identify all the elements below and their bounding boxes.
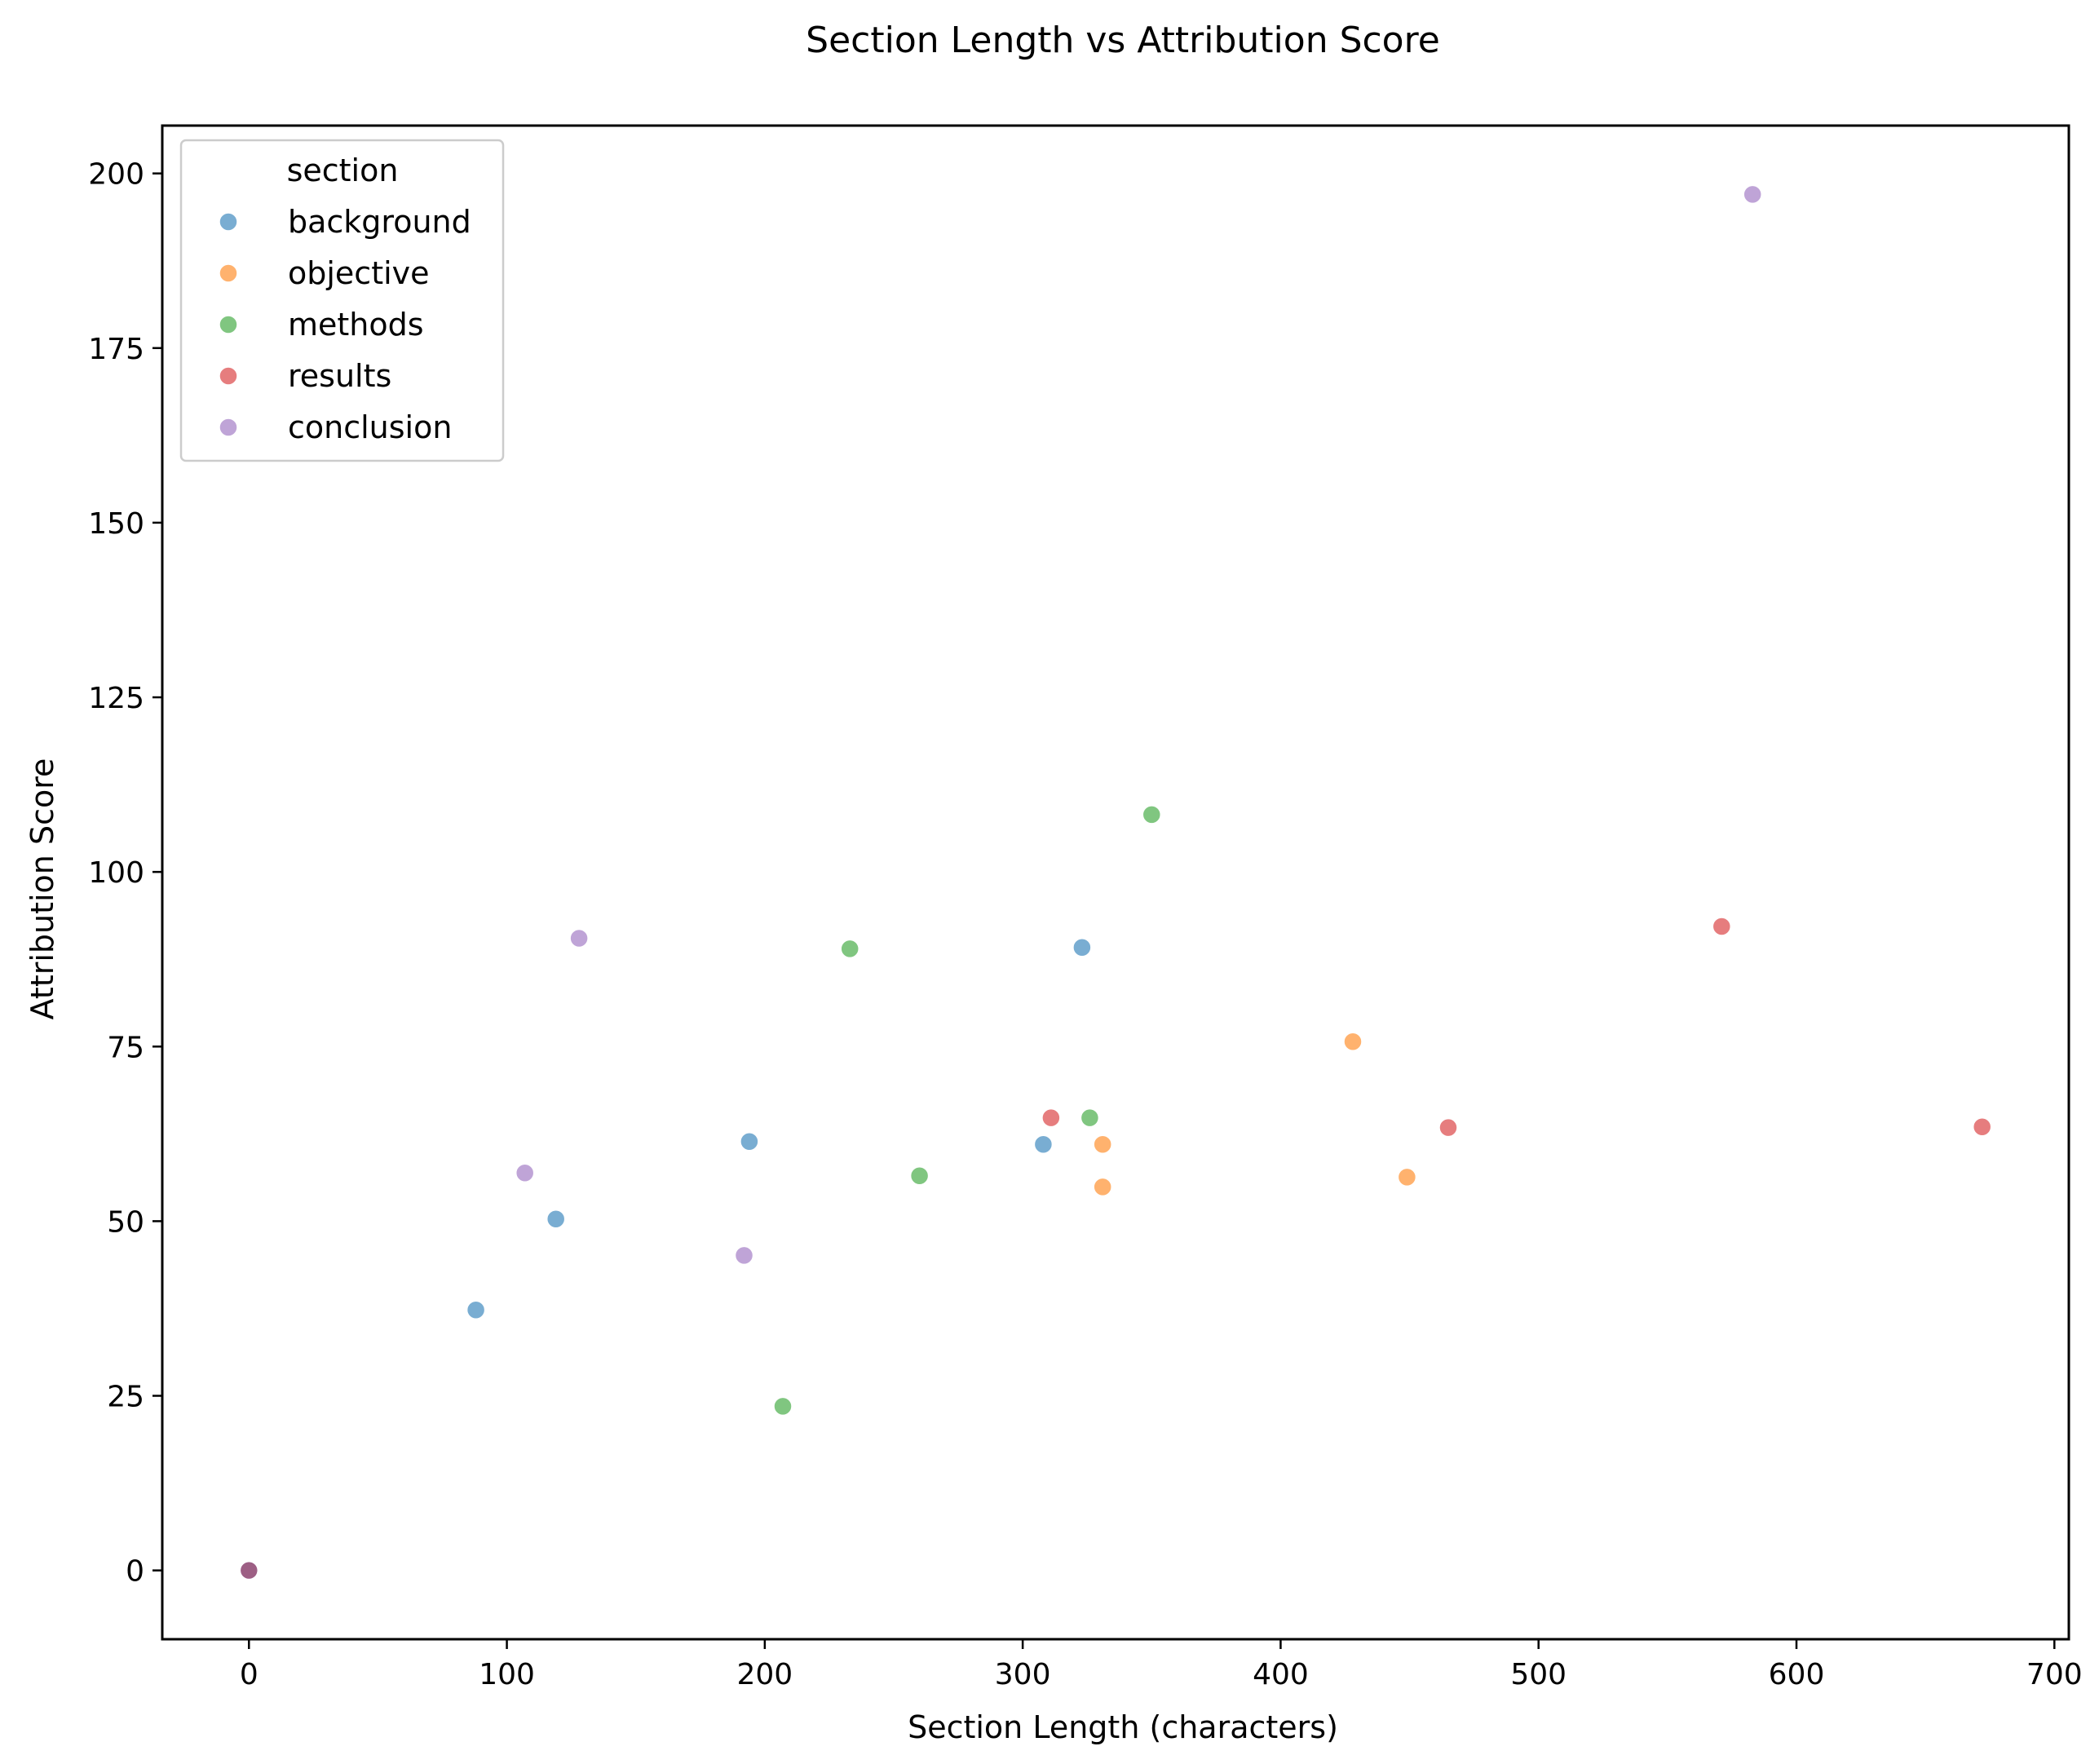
data-point-conclusion-3 (734, 1245, 754, 1266)
y-tick-label-0: 0 (126, 1555, 144, 1589)
legend-label-methods: methods (288, 307, 424, 343)
data-point-methods-2 (840, 939, 859, 959)
data-point-methods-1 (773, 1396, 793, 1417)
data-points (239, 184, 1992, 1581)
x-tick-label-400: 400 (1253, 1658, 1309, 1691)
x-tick-label-600: 600 (1769, 1658, 1825, 1691)
legend-marker-background (219, 212, 238, 232)
y-tick-label-50: 50 (107, 1205, 144, 1239)
y-axis-label: Attribution Score (24, 758, 60, 1020)
legend-marker-conclusion (219, 418, 238, 437)
x-tick-label-200: 200 (736, 1658, 793, 1691)
legend-marker-objective (219, 263, 238, 283)
x-tick-label-0: 0 (240, 1658, 259, 1691)
data-point-background-4 (1033, 1134, 1054, 1154)
legend-label-conclusion: conclusion (288, 409, 452, 445)
plot-frame (161, 124, 2070, 1641)
data-point-results-4 (1972, 1117, 1992, 1137)
x-tick-label-300: 300 (995, 1658, 1051, 1691)
data-point-objective-2 (1093, 1177, 1112, 1197)
y-tick-label-25: 25 (107, 1381, 144, 1414)
data-point-background-3 (740, 1132, 759, 1152)
data-point-conclusion-0 (239, 1560, 259, 1581)
y-tick-label-75: 75 (107, 1031, 144, 1064)
data-point-conclusion-2 (569, 928, 589, 948)
x-axis-label: Section Length (characters) (908, 1709, 1338, 1745)
data-point-results-1 (1041, 1107, 1061, 1128)
legend-label-results: results (288, 358, 391, 394)
data-point-background-1 (466, 1300, 486, 1320)
y-axis-ticks: 0 25 50 75 100 125 150 175 200 (88, 158, 162, 1589)
legend-marker-results (219, 366, 238, 386)
data-point-conclusion-1 (515, 1163, 535, 1183)
data-point-results-2 (1438, 1117, 1458, 1138)
y-tick-label-200: 200 (88, 158, 144, 192)
data-point-background-2 (546, 1209, 566, 1229)
y-tick-label-100: 100 (88, 856, 144, 890)
data-point-background-5 (1072, 937, 1092, 957)
x-tick-label-500: 500 (1510, 1658, 1567, 1691)
data-point-methods-3 (909, 1165, 930, 1186)
data-point-objective-4 (1397, 1167, 1417, 1187)
y-tick-label-125: 125 (88, 682, 144, 715)
data-point-results-3 (1712, 917, 1732, 936)
legend-title: section (287, 153, 399, 188)
y-tick-label-150: 150 (88, 507, 144, 541)
legend: section background objective methods result… (179, 139, 505, 462)
legend-label-background: background (288, 204, 471, 240)
data-point-objective-1 (1093, 1134, 1112, 1154)
legend-label-objective: objective (288, 255, 430, 291)
legend-box (179, 139, 505, 462)
data-point-methods-4 (1080, 1107, 1100, 1128)
x-tick-label-100: 100 (479, 1658, 535, 1691)
data-point-methods-5 (1142, 805, 1162, 825)
y-tick-label-175: 175 (88, 333, 144, 366)
data-point-conclusion-4 (1743, 184, 1762, 205)
x-tick-label-700: 700 (2026, 1658, 2083, 1691)
legend-marker-methods (219, 315, 238, 334)
x-axis-ticks: 0 100 200 300 400 500 600 700 (240, 1639, 2083, 1691)
chart-title: Section Length vs Attribution Score (806, 20, 1440, 61)
data-point-objective-3 (1343, 1032, 1363, 1052)
legend-entries: background objective methods results conclus… (219, 204, 471, 445)
